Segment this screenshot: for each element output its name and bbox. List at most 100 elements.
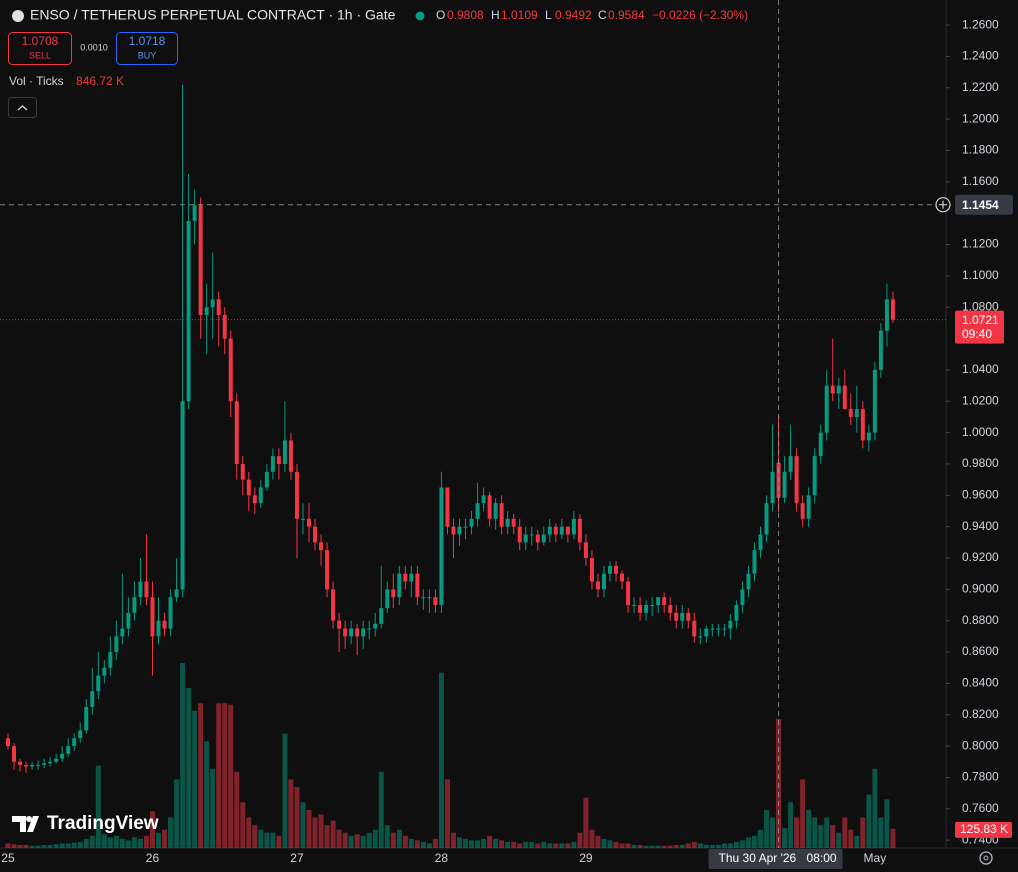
candle-body xyxy=(150,597,155,637)
candle-body xyxy=(451,526,456,535)
buy-button[interactable] xyxy=(116,32,178,65)
volume-bar xyxy=(216,703,222,848)
symbol-title: ENSO / TETHERUS PERPETUAL CONTRACT · 1h … xyxy=(30,7,396,23)
status-dot xyxy=(415,11,425,21)
volume-bar xyxy=(511,841,517,848)
y-tick-label: 0.8600 xyxy=(962,644,999,658)
candle-body xyxy=(355,628,360,637)
candle-body xyxy=(409,573,414,582)
candle-body xyxy=(120,628,125,637)
volume-bar xyxy=(83,838,89,848)
candle-body xyxy=(818,432,823,457)
candle-body xyxy=(644,605,649,613)
sell-label: SELL xyxy=(29,50,51,60)
candle-body xyxy=(445,487,450,527)
candle-body xyxy=(872,369,877,433)
sell-button[interactable] xyxy=(8,32,72,65)
y-tick-label: 0.8400 xyxy=(962,676,999,690)
volume-bar xyxy=(499,840,505,848)
candle-body xyxy=(114,636,119,653)
symbol-icon[interactable] xyxy=(12,10,24,22)
volume-bar xyxy=(113,835,119,848)
crosshair-price-box xyxy=(955,194,1013,215)
candle-body xyxy=(493,503,498,519)
candle-body xyxy=(842,385,847,410)
candle-body xyxy=(614,565,619,574)
candle-body xyxy=(102,667,107,676)
volume-bar xyxy=(180,662,186,848)
last-price-label: 1.0721 xyxy=(962,313,999,327)
volume-bar xyxy=(854,835,860,848)
volume-bar xyxy=(589,829,595,848)
candle-body xyxy=(204,307,209,316)
legend-h: H xyxy=(491,8,500,22)
candle-body xyxy=(54,758,59,762)
collapse-button[interactable] xyxy=(8,97,37,118)
candle-body xyxy=(608,565,612,574)
volume-bar xyxy=(487,835,493,848)
candle-body xyxy=(746,573,751,590)
candle-body xyxy=(782,471,787,498)
candle-body xyxy=(403,573,408,582)
y-tick-label: 1.2200 xyxy=(962,80,999,94)
volume-bar xyxy=(408,838,414,848)
candle-body xyxy=(282,440,287,464)
volume-bar xyxy=(884,799,890,848)
volume-bar xyxy=(282,733,288,848)
candle-body xyxy=(836,385,841,394)
crosshair-add-plus xyxy=(939,200,947,209)
volume-bar xyxy=(463,838,469,848)
y-tick-label: 1.1600 xyxy=(962,174,999,188)
volume-bar xyxy=(258,829,264,848)
candle-body xyxy=(126,612,131,629)
volume-bar xyxy=(535,843,541,848)
candle-body xyxy=(156,620,161,637)
volume-bar xyxy=(751,835,757,848)
candle-body xyxy=(276,456,281,464)
y-tick-label: 0.9400 xyxy=(962,519,999,533)
volume-bar xyxy=(125,840,131,848)
candle-body xyxy=(734,605,739,621)
candle-body xyxy=(547,526,552,535)
settings-icon[interactable] xyxy=(979,851,993,865)
legend-l: L xyxy=(545,8,552,22)
volume-bar xyxy=(35,845,41,848)
y-tick-label: 1.2000 xyxy=(962,111,999,125)
volume-bar xyxy=(764,809,770,848)
volume-bar xyxy=(571,841,577,848)
candle-body xyxy=(650,605,655,607)
y-tick-label: 1.1000 xyxy=(962,268,999,282)
y-tick-label: 1.0000 xyxy=(962,425,999,439)
candle-body xyxy=(848,409,853,417)
candle-body xyxy=(180,401,185,590)
candle-body xyxy=(66,746,71,754)
volume-bar xyxy=(758,829,763,848)
candle-body xyxy=(824,385,829,433)
volume-bar xyxy=(17,844,23,848)
volume-bar xyxy=(643,845,649,848)
volume-bar xyxy=(836,832,842,848)
volume-bar xyxy=(330,820,336,848)
candle-body xyxy=(812,456,817,496)
volume-bar xyxy=(866,794,872,848)
buy-price: 1.0718 xyxy=(129,34,166,48)
crosshair-price-label: 1.1454 xyxy=(962,198,999,212)
volume-bar xyxy=(830,825,836,848)
candle-body xyxy=(583,542,588,559)
candle-body xyxy=(662,597,667,606)
candle-body xyxy=(860,409,865,441)
candle-body xyxy=(475,503,480,519)
candle-body xyxy=(523,534,528,543)
candle-body xyxy=(18,761,23,765)
volume-bar xyxy=(697,843,703,848)
candle-body xyxy=(174,589,179,598)
candle-body xyxy=(565,526,570,535)
volume-bar xyxy=(715,844,721,848)
volume-bar xyxy=(770,817,776,848)
volume-bar xyxy=(77,841,83,848)
volume-bar xyxy=(294,787,300,848)
candle-body xyxy=(457,526,462,535)
volume-bar xyxy=(727,843,733,848)
